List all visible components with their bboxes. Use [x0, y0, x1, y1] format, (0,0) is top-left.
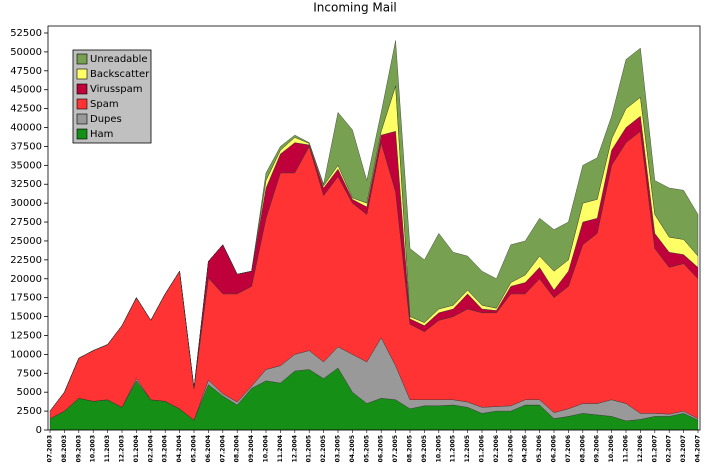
- x-tick-label: 10.2003: [90, 435, 97, 462]
- x-tick-label: 06.2006: [551, 435, 558, 462]
- x-tick-label: 05.2006: [536, 435, 543, 462]
- x-tick-label: 12.2006: [637, 435, 644, 462]
- x-tick-label: 06.2005: [378, 435, 385, 462]
- legend-label: Backscatter: [90, 69, 150, 80]
- x-tick-label: 07.2005: [392, 435, 399, 462]
- legend-swatch: [76, 83, 88, 95]
- y-tick-label: 35000: [10, 160, 42, 171]
- x-tick-label: 11.2004: [277, 435, 284, 462]
- axes: 0 2500 5000 7500 10000 12500 15000 17500 20000 22…: [10, 25, 702, 462]
- x-tick-label: 01.2004: [133, 435, 140, 462]
- y-tick-label: 32500: [10, 179, 42, 190]
- x-tick-label: 05.2004: [191, 435, 198, 462]
- y-tick-label: 30000: [10, 198, 42, 209]
- y-tick-label: 17500: [10, 293, 42, 304]
- x-tick-label: 11.2006: [623, 435, 630, 462]
- legend-label: Spam: [90, 99, 119, 110]
- x-tick-label: 01.2006: [479, 435, 486, 462]
- x-tick-label: 02.2007: [666, 435, 673, 462]
- x-tick-label: 01.2007: [651, 435, 658, 462]
- legend: Unreadable Backscatter Virusspam Spam Dupes H…: [72, 49, 152, 144]
- y-tick-label: 15000: [10, 312, 42, 323]
- y-tick-label: 40000: [10, 123, 42, 134]
- y-tick-label: 12500: [10, 330, 42, 341]
- x-tick-label: 03.2005: [335, 435, 342, 462]
- x-tick-label: 10.2006: [608, 435, 615, 462]
- x-tick-label: 02.2005: [320, 435, 327, 462]
- y-tick-label: 42500: [10, 104, 42, 115]
- legend-swatch: [76, 53, 88, 65]
- x-tick-label: 12.2004: [291, 435, 298, 462]
- x-tick-label: 03.2007: [680, 435, 687, 462]
- x-tick-label: 02.2006: [493, 435, 500, 462]
- y-tick-label: 45000: [10, 85, 42, 96]
- x-tick-label: 07.2004: [219, 435, 226, 462]
- y-tick-label: 50000: [10, 47, 42, 58]
- x-tick-label: 03.2004: [162, 435, 169, 462]
- y-tick-label: 7500: [17, 368, 42, 379]
- x-tick-label: 10.2005: [435, 435, 442, 462]
- x-tick-label: 05.2005: [363, 435, 370, 462]
- legend-label: Ham: [90, 129, 113, 140]
- x-tick-label: 09.2003: [75, 435, 82, 462]
- x-tick-label: 12.2005: [464, 435, 471, 462]
- x-tick-label: 02.2004: [147, 435, 154, 462]
- plot-frame: [47, 25, 701, 431]
- y-tick-label: 0: [36, 425, 42, 436]
- x-tick-label: 11.2005: [450, 435, 457, 462]
- chart-title: Incoming Mail: [313, 1, 397, 15]
- x-tick-label: 11.2003: [104, 435, 111, 462]
- area: [49, 40, 699, 412]
- x-tick-label: 04.2007: [695, 435, 702, 462]
- x-tick-label: 01.2005: [306, 435, 313, 462]
- x-tick-label: 04.2006: [522, 435, 529, 462]
- legend-label: Unreadable: [90, 54, 148, 65]
- legend-box: [72, 49, 152, 144]
- x-tick-label: 04.2005: [349, 435, 356, 462]
- plot-area: [49, 40, 699, 431]
- legend-label: Dupes: [90, 114, 122, 125]
- x-tick-label: 03.2006: [507, 435, 514, 462]
- x-tick-label: 08.2004: [234, 435, 241, 462]
- x-tick-label: 08.2006: [579, 435, 586, 462]
- x-tick-label: 08.2005: [407, 435, 414, 462]
- x-tick-label: 09.2004: [248, 435, 255, 462]
- y-tick-label: 37500: [10, 141, 42, 152]
- x-tick-label: 07.2003: [47, 435, 54, 462]
- x-tick-label: 09.2005: [421, 435, 428, 462]
- legend-swatch: [76, 98, 88, 110]
- y-tick-label: 10000: [10, 349, 42, 360]
- legend-swatch: [76, 68, 88, 80]
- x-tick-label: 07.2006: [565, 435, 572, 462]
- x-tick-label: 10.2004: [263, 435, 270, 462]
- x-tick-label: 12.2003: [119, 435, 126, 462]
- x-tick-label: 08.2003: [61, 435, 68, 462]
- legend-swatch: [76, 113, 88, 125]
- legend-swatch: [76, 128, 88, 140]
- y-tick-label: 22500: [10, 255, 42, 266]
- y-tick-label: 25000: [10, 236, 42, 247]
- y-tick-label: 20000: [10, 274, 42, 285]
- y-tick-label: 47500: [10, 66, 42, 77]
- y-tick-label: 5000: [17, 387, 42, 398]
- y-tick-label: 27500: [10, 217, 42, 228]
- y-tick-label: 2500: [17, 406, 42, 417]
- x-tick-label: 06.2004: [205, 435, 212, 462]
- y-tick-label: 52500: [10, 28, 42, 39]
- x-tick-label: 09.2006: [594, 435, 601, 462]
- legend-label: Virusspam: [90, 84, 143, 95]
- x-tick-label: 04.2004: [176, 435, 183, 462]
